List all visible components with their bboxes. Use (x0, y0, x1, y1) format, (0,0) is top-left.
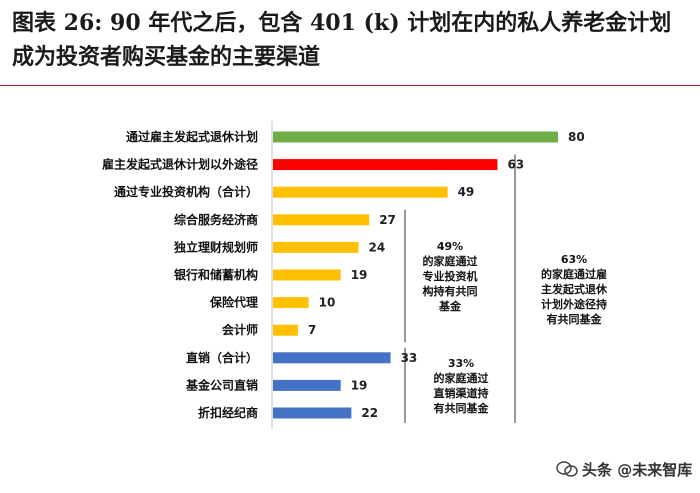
annotation-text: 专业投资机 (423, 269, 478, 283)
data-label: 27 (379, 213, 396, 227)
data-label: 7 (308, 323, 316, 337)
annotation-text: 的家庭通过 (434, 371, 489, 385)
category-label: 直销（合计） (186, 350, 258, 365)
category-label: 独立理财规划师 (173, 239, 258, 254)
data-label: 19 (351, 268, 368, 282)
title-divider (0, 85, 700, 86)
category-label: 综合服务经济商 (174, 212, 258, 227)
annotation-text: 有共同基金 (547, 312, 603, 326)
bar (273, 352, 391, 364)
watermark: 头条 @未来智库 (556, 455, 692, 483)
annotation-text: 有共同基金 (434, 401, 490, 415)
bar (273, 214, 370, 226)
watermark-text: 头条 @未来智库 (582, 460, 693, 479)
annotation-text: 49% (437, 240, 463, 253)
category-label: 通过专业投资机构（合计） (114, 184, 258, 199)
bar (273, 159, 498, 171)
category-label: 通过雇主发起式退休计划 (126, 129, 258, 144)
annotation-text: 基金 (438, 299, 462, 313)
data-label: 10 (319, 296, 336, 310)
annotation-text: 的家庭通过 (423, 254, 478, 268)
data-label: 49 (458, 185, 475, 199)
data-label: 19 (351, 378, 368, 392)
figure-title: 图表 26: 90 年代之后，包含 401 (k) 计划在内的私人养老金计划成为… (12, 10, 672, 70)
annotation-text: 33% (448, 357, 474, 370)
category-label: 雇主发起式退休计划以外途径 (102, 157, 258, 172)
annotation-text: 63% (561, 253, 587, 266)
category-label: 会计师 (222, 322, 258, 337)
bar (273, 241, 359, 253)
bar (273, 186, 448, 198)
annotation-text: 的家庭通过雇 (541, 267, 607, 281)
data-label: 33 (401, 351, 418, 365)
data-label: 22 (361, 406, 378, 420)
annotation-text: 直销渠道持 (434, 386, 489, 400)
annotation-text: 主发起式退休 (541, 282, 608, 296)
bar (273, 407, 352, 419)
category-label: 基金公司直销 (185, 377, 258, 392)
data-label: 80 (568, 130, 585, 144)
wechat-icon (556, 460, 578, 478)
bar (273, 269, 341, 281)
category-label: 银行和储蓄机构 (174, 267, 258, 282)
category-label: 折扣经纪商 (198, 405, 258, 420)
bar (273, 297, 309, 309)
annotation-text: 构持有共同 (423, 284, 478, 298)
bar (273, 324, 298, 336)
bar (273, 379, 341, 391)
category-label: 保险代理 (209, 295, 258, 310)
data-label: 24 (369, 240, 386, 254)
annotation-text: 计划外途径持 (541, 297, 607, 311)
bar (273, 131, 558, 143)
data-label: 63 (507, 158, 524, 172)
